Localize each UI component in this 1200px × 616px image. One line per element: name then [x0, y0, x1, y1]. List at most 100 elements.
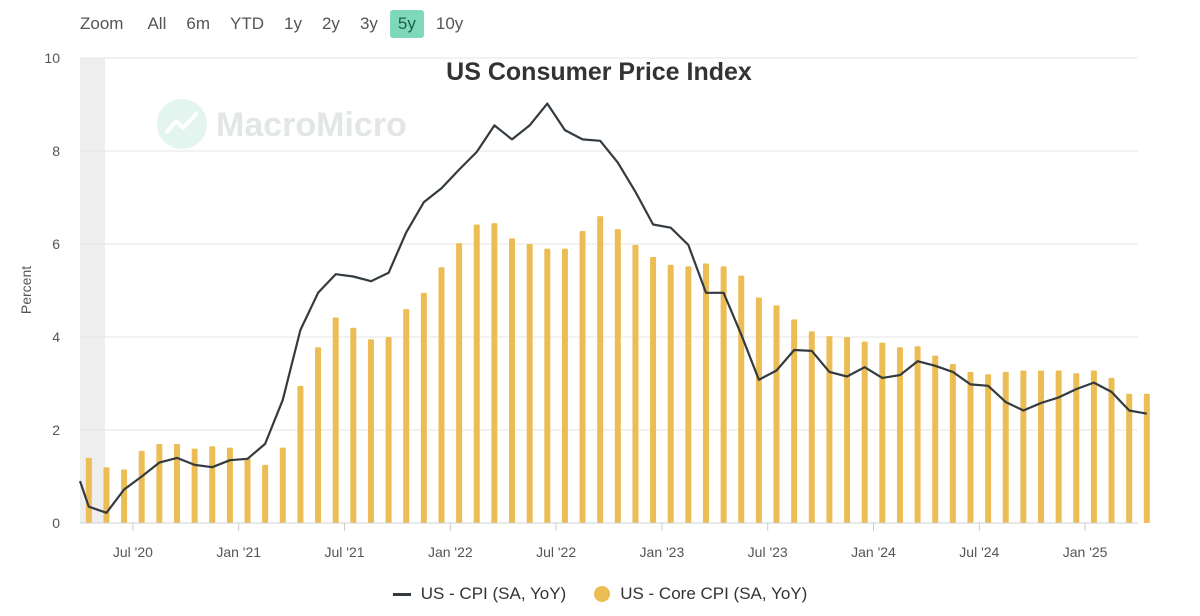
core-cpi-bar	[614, 229, 621, 523]
x-tick-label: Jul '20	[113, 544, 153, 560]
core-cpi-bar	[1002, 371, 1009, 523]
range-shade	[80, 58, 105, 523]
core-cpi-bar	[332, 317, 339, 523]
core-cpi-bar	[209, 446, 216, 523]
core-cpi-bar	[403, 309, 410, 523]
core-cpi-bar	[173, 443, 180, 523]
core-cpi-bar	[632, 244, 639, 523]
core-cpi-bar	[702, 263, 709, 523]
core-cpi-bar	[156, 443, 163, 523]
core-cpi-bar	[491, 223, 498, 523]
y-axis: 0 2 4 6 8 10	[44, 50, 60, 531]
core-cpi-bar	[1126, 393, 1133, 523]
zoom-button-1y[interactable]: 1y	[284, 14, 302, 33]
y-tick-label: 4	[52, 329, 60, 345]
core-cpi-bar	[1108, 377, 1115, 523]
zoom-button-10y[interactable]: 10y	[435, 14, 464, 33]
y-tick-label: 8	[52, 143, 60, 159]
core-cpi-bar	[138, 450, 145, 523]
zoom-button-6m[interactable]: 6m	[186, 14, 210, 33]
core-cpi-bar	[755, 297, 762, 523]
legend-label-core-cpi: US - Core CPI (SA, YoY)	[620, 584, 808, 603]
x-tick-label: Jan '21	[216, 544, 261, 560]
watermark-chart-icon	[165, 112, 198, 134]
core-cpi-bar	[226, 447, 233, 523]
x-tick-label: Jan '25	[1063, 544, 1108, 560]
x-axis: Jul '20 Jan '21 Jul '21 Jan '22 Jul '22 Jan '…	[113, 523, 1108, 560]
core-cpi-bar	[297, 385, 304, 523]
legend-line-swatch	[392, 592, 411, 596]
core-cpi-bar	[896, 347, 903, 523]
y-tick-label: 10	[44, 50, 60, 66]
watermark: MacroMicro	[157, 99, 407, 149]
x-tick-label: Jan '23	[640, 544, 685, 560]
legend-label-cpi: US - CPI (SA, YoY)	[420, 584, 567, 603]
core-cpi-bar	[949, 363, 956, 523]
core-cpi-bar	[526, 244, 533, 523]
core-cpi-bar	[861, 341, 868, 523]
core-cpi-bar	[315, 347, 322, 523]
core-cpi-bar	[191, 448, 198, 523]
core-cpi-bar	[385, 337, 392, 523]
legend: US - CPI (SA, YoY) US - Core CPI (SA, Yo…	[0, 584, 1200, 604]
cpi-chart: MacroMicro 0 2 4 6 8 10 Percent Jul '20 Jan '2…	[18, 50, 1150, 560]
x-tick-label: Jan '22	[428, 544, 473, 560]
x-tick-label: Jul '21	[324, 544, 364, 560]
core-cpi-bar	[844, 337, 851, 523]
core-cpi-bar	[544, 248, 551, 523]
core-cpi-bar	[808, 331, 815, 523]
y-tick-label: 6	[52, 236, 60, 252]
zoom-button-all[interactable]: All	[147, 14, 167, 33]
core-cpi-bar	[879, 342, 886, 523]
core-cpi-bar	[262, 464, 269, 523]
core-cpi-bar	[720, 266, 727, 523]
core-cpi-bar	[773, 305, 780, 523]
core-cpi-bar	[420, 292, 427, 523]
core-cpi-bar	[103, 467, 110, 523]
y-axis-label: Percent	[18, 266, 34, 314]
core-cpi-bar	[791, 319, 798, 523]
x-tick-label: Jan '24	[851, 544, 896, 560]
core-cpi-bar	[932, 355, 939, 523]
core-cpi-bar	[967, 371, 974, 523]
zoom-button-ytd[interactable]: YTD	[230, 14, 264, 33]
core-cpi-bar	[1073, 373, 1080, 523]
legend-item-core-cpi[interactable]: US - Core CPI (SA, YoY)	[594, 584, 807, 604]
core-cpi-bar	[1143, 393, 1150, 523]
core-cpi-bar	[367, 339, 374, 523]
core-cpi-bar	[650, 257, 657, 523]
x-tick-label: Jul '22	[536, 544, 576, 560]
legend-dot-swatch	[594, 586, 611, 602]
core-cpi-bar	[121, 469, 128, 523]
core-cpi-bar	[456, 243, 463, 523]
core-cpi-bar	[579, 230, 586, 524]
core-cpi-bar	[279, 447, 286, 523]
core-cpi-bar	[1038, 370, 1045, 523]
watermark-text: MacroMicro	[216, 106, 407, 144]
zoom-button-5y[interactable]: 5y	[389, 10, 424, 38]
core-cpi-bars	[85, 216, 1150, 524]
core-cpi-bar	[914, 346, 921, 523]
zoom-button-3y[interactable]: 3y	[359, 14, 378, 33]
core-cpi-bar	[509, 238, 516, 524]
y-tick-label: 2	[52, 422, 60, 438]
zoom-button-2y[interactable]: 2y	[321, 14, 340, 33]
x-tick-label: Jul '23	[748, 544, 788, 560]
core-cpi-bar	[350, 327, 357, 523]
core-cpi-bar	[826, 336, 833, 523]
core-cpi-bar	[85, 457, 92, 523]
core-cpi-bar	[561, 248, 568, 523]
core-cpi-bar	[685, 266, 692, 523]
core-cpi-bar	[738, 275, 745, 523]
core-cpi-bar	[597, 216, 604, 523]
legend-item-cpi[interactable]: US - CPI (SA, YoY)	[392, 584, 567, 604]
core-cpi-bar	[667, 264, 674, 523]
core-cpi-bar	[244, 457, 251, 523]
cpi-line	[78, 102, 1147, 514]
watermark-logo-icon	[157, 99, 207, 149]
zoom-bar: Zoom All 6m YTD 1y 2y 3y 5y 10y	[72, 8, 473, 40]
core-cpi-bar	[1055, 370, 1062, 523]
core-cpi-bar	[438, 267, 445, 523]
core-cpi-bar	[985, 374, 992, 523]
chart-title: US Consumer Price Index	[446, 58, 752, 86]
